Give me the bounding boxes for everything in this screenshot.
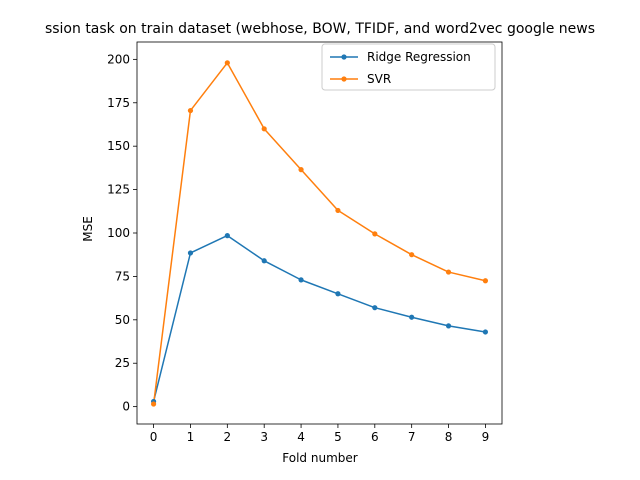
series-points [150, 60, 489, 407]
data-point [445, 269, 452, 275]
y-tick-label: 75 [115, 269, 130, 283]
y-axis-label: MSE [81, 216, 95, 242]
x-tick-label: 5 [334, 430, 342, 444]
data-point [482, 329, 489, 335]
legend-swatch-marker [341, 54, 347, 60]
data-point [372, 305, 378, 311]
legend-entry-label: SVR [367, 72, 391, 86]
y-tick-label: 25 [115, 356, 130, 370]
x-axis-label: Fold number [282, 451, 357, 465]
data-point [224, 233, 230, 239]
chart-title: ssion task on train dataset (webhose, BO… [45, 21, 595, 37]
legend-box [321, 43, 496, 91]
data-point [335, 207, 341, 214]
x-tick-label: 2 [224, 430, 232, 444]
y-tick-label: 150 [107, 139, 130, 153]
series-line-svr [152, 62, 486, 405]
data-point [335, 291, 341, 297]
y-tick-label: 175 [107, 96, 130, 110]
x-tick-label: 9 [482, 430, 490, 444]
data-point [445, 323, 452, 329]
data-point [298, 277, 304, 283]
legend-entry-label: Ridge Regression [367, 50, 471, 64]
data-point [482, 278, 489, 284]
data-point [409, 314, 415, 320]
legend-swatch-marker [341, 76, 347, 82]
y-tick-label: 125 [107, 183, 130, 197]
data-point [224, 60, 230, 66]
x-tick-label: 7 [408, 430, 416, 444]
legend: Ridge Regression SVR [321, 43, 496, 91]
plot-area [136, 41, 503, 425]
series-lines [152, 62, 486, 405]
y-tick-label: 200 [107, 52, 130, 66]
data-point [261, 258, 267, 264]
data-point [261, 126, 267, 132]
y-tick-label: 50 [115, 313, 130, 327]
x-axis: 0 1 2 3 4 5 6 7 8 9 [150, 424, 489, 444]
x-tick-label: 1 [187, 430, 195, 444]
x-tick-label: 6 [371, 430, 379, 444]
data-point [187, 250, 194, 256]
y-axis: 0 25 50 75 100 125 150 175 200 [107, 52, 137, 414]
y-tick-label: 0 [122, 400, 130, 414]
data-point [187, 107, 194, 114]
x-tick-label: 4 [297, 430, 305, 444]
data-point [150, 401, 157, 407]
series-line-ridge-regression [152, 234, 486, 402]
x-tick-label: 3 [260, 430, 268, 444]
y-tick-label: 100 [107, 226, 130, 240]
data-point [409, 252, 415, 258]
x-tick-label: 8 [445, 430, 453, 444]
data-point [372, 231, 378, 237]
data-point [298, 167, 304, 173]
x-tick-label: 0 [150, 430, 158, 444]
